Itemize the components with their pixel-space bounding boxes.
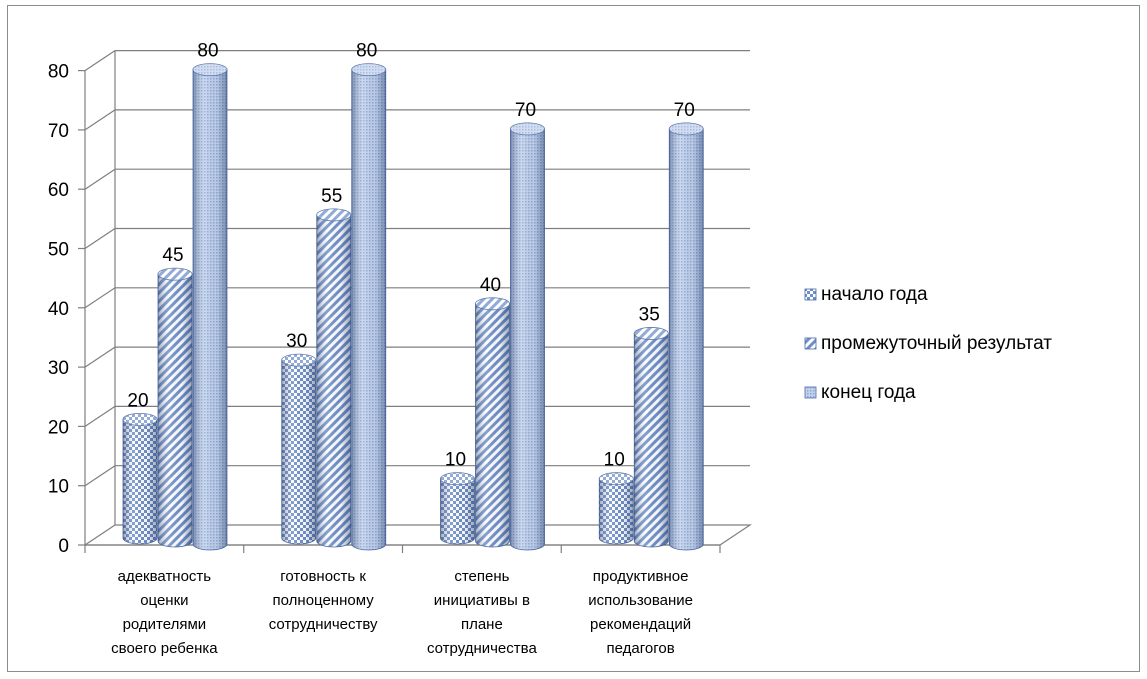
- legend-swatch: [804, 288, 817, 301]
- data-label: 40: [480, 275, 501, 296]
- legend-swatch: [804, 386, 817, 399]
- bar-3-1: [633, 327, 669, 548]
- x-tick-label: рекомендаций: [590, 616, 691, 633]
- x-tick-label: продуктивное: [593, 568, 689, 585]
- x-tick-label: сотрудничества: [427, 640, 537, 657]
- bar-3-2: [668, 122, 704, 551]
- bar-0-1: [157, 267, 193, 548]
- bar-0-2: [192, 63, 228, 551]
- y-tick-label: 20: [48, 417, 69, 438]
- legend-item-2: конец года: [804, 382, 916, 403]
- x-tick-label: готовность к: [280, 568, 366, 585]
- bar-3-0: [598, 472, 634, 545]
- x-tick-label: своего ребенка: [111, 640, 218, 657]
- data-label: 80: [197, 41, 218, 62]
- x-tick-label: оценки: [140, 592, 188, 609]
- y-tick-label: 60: [48, 180, 69, 201]
- data-label: 55: [321, 186, 342, 207]
- data-label: 70: [515, 100, 536, 121]
- bar-2-1: [475, 297, 510, 548]
- bar-0-0: [122, 412, 158, 545]
- legend-label: начало года: [821, 284, 928, 305]
- x-tick-label: сотрудничеству: [269, 616, 378, 633]
- x-tick-label: степень: [454, 568, 509, 585]
- data-label: 10: [445, 450, 466, 471]
- bar-2-0: [440, 472, 475, 545]
- x-tick-label: родителями: [123, 616, 207, 633]
- legend-swatch: [804, 337, 817, 350]
- x-tick-label: инициативы в: [434, 592, 530, 609]
- data-label: 35: [639, 304, 660, 325]
- x-tick-label: адекватность: [118, 568, 212, 585]
- y-tick-label: 50: [48, 240, 69, 261]
- legend-label: промежуточный результат: [821, 333, 1052, 354]
- bar-1-0: [281, 353, 317, 545]
- x-tick-label: педагогов: [607, 640, 675, 657]
- data-label: 30: [286, 331, 307, 352]
- data-label: 20: [127, 390, 148, 411]
- bar-1-1: [316, 208, 352, 548]
- legend-item-1: промежуточный результат: [804, 333, 1052, 354]
- bar-2-2: [510, 122, 545, 551]
- y-tick-label: 40: [48, 299, 69, 320]
- x-tick-label: полноценному: [273, 592, 375, 609]
- data-label: 10: [604, 450, 625, 471]
- x-tick-label: плане: [461, 616, 503, 633]
- y-tick-label: 30: [48, 358, 69, 379]
- y-tick-label: 80: [48, 62, 69, 83]
- data-label: 70: [674, 100, 695, 121]
- bar-1-2: [351, 63, 387, 551]
- y-tick-label: 70: [48, 121, 69, 142]
- legend-item-0: начало года: [804, 284, 928, 305]
- y-tick-label: 10: [48, 477, 69, 498]
- data-label: 80: [356, 41, 377, 62]
- data-label: 45: [162, 245, 183, 266]
- x-tick-label: использование: [588, 592, 693, 609]
- y-tick-label: 0: [58, 536, 69, 557]
- legend-label: конец года: [821, 382, 916, 403]
